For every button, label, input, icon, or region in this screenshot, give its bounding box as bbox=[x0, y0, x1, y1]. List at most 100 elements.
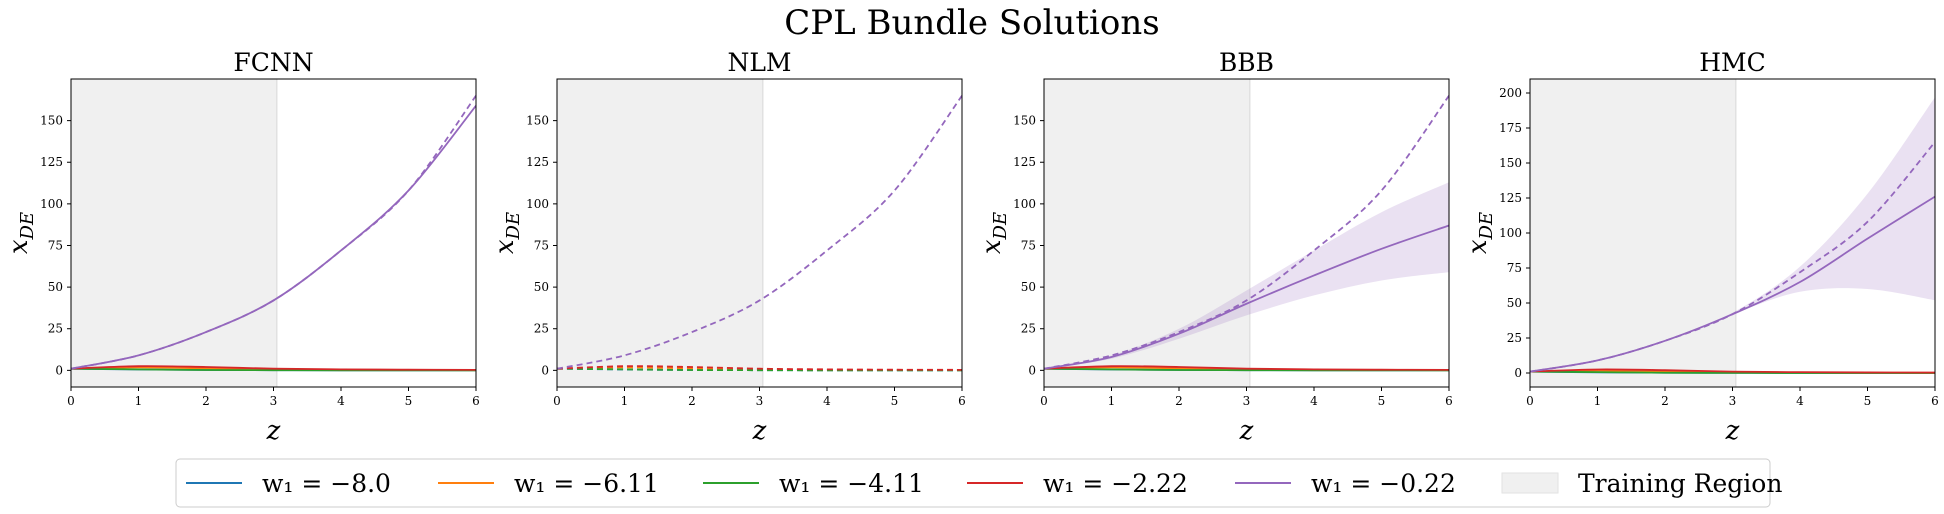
x-tick-label: 4 bbox=[1310, 394, 1318, 408]
x-tick-label: 6 bbox=[958, 394, 966, 408]
legend-item-w-2-22: w₁ = −2.22 bbox=[967, 469, 1188, 498]
y-tick-label: 75 bbox=[48, 238, 63, 252]
subplot-hmc: 0 1 2 3 4 5 6 0 25 50 75 100 125 150 175 200 HMC z xDE bbox=[1463, 48, 1939, 446]
series-line-w-0-22 bbox=[1044, 224, 1449, 370]
y-tick-label: 0 bbox=[55, 363, 63, 377]
x-axis-label: z bbox=[1725, 416, 1740, 446]
legend-label: w₁ = −4.11 bbox=[779, 469, 924, 498]
subplot-bbb: 0 1 2 3 4 5 6 0 25 50 75 100 125 150 BBB z xDE bbox=[977, 48, 1453, 446]
training-region bbox=[1530, 79, 1736, 387]
reference-line-w-0-22 bbox=[1044, 95, 1449, 370]
training-region bbox=[557, 79, 763, 387]
y-axis-label: xDE bbox=[490, 212, 524, 254]
y-axis-label: xDE bbox=[1463, 212, 1497, 254]
y-tick-label: 50 bbox=[48, 280, 63, 294]
x-axis-label: z bbox=[752, 416, 767, 446]
y-tick-label: 75 bbox=[534, 238, 549, 252]
y-tick-label: 25 bbox=[1507, 331, 1522, 345]
y-tick-label: 50 bbox=[1507, 296, 1522, 310]
y-tick-label: 125 bbox=[1013, 155, 1036, 169]
x-tick-label: 2 bbox=[1661, 394, 1669, 408]
y-tick-label: 125 bbox=[1499, 191, 1522, 205]
y-tick-label: 150 bbox=[1013, 114, 1036, 128]
panel-title: FCNN bbox=[233, 48, 313, 77]
y-axis-label-subscript: DE bbox=[503, 212, 524, 241]
legend-label: w₁ = −6.11 bbox=[514, 469, 659, 498]
training-region bbox=[71, 79, 277, 387]
legend: w₁ = −8.0 w₁ = −6.11 w₁ = −4.11 w₁ = −2.22 w… bbox=[175, 458, 1782, 508]
subplot-nlm: 0 1 2 3 4 5 6 0 25 50 75 100 125 150 NLM z xDE bbox=[490, 48, 966, 446]
panel-title: BBB bbox=[1219, 48, 1274, 77]
legend-item-w-0-22: w₁ = −0.22 bbox=[1235, 469, 1456, 498]
y-axis-label-subscript: DE bbox=[990, 212, 1011, 241]
x-tick-label: 1 bbox=[1108, 394, 1116, 408]
y-tick-label: 125 bbox=[526, 155, 549, 169]
x-tick-label: 4 bbox=[337, 394, 345, 408]
x-tick-label: 1 bbox=[135, 394, 143, 408]
y-axis-label-base: x bbox=[977, 239, 1007, 254]
x-tick-label: 2 bbox=[202, 394, 210, 408]
reference-line-w-4-11 bbox=[557, 367, 962, 372]
x-tick-label: 5 bbox=[1864, 394, 1872, 408]
y-tick-label: 0 bbox=[1514, 366, 1522, 380]
y-tick-label: 150 bbox=[526, 114, 549, 128]
legend-label: w₁ = −8.0 bbox=[262, 469, 391, 498]
x-tick-label: 6 bbox=[472, 394, 480, 408]
x-tick-label: 1 bbox=[621, 394, 629, 408]
legend-item-w-8-0: w₁ = −8.0 bbox=[186, 469, 391, 498]
legend-label: w₁ = −0.22 bbox=[1311, 469, 1456, 498]
y-tick-label: 125 bbox=[40, 155, 63, 169]
y-tick-label: 0 bbox=[541, 363, 549, 377]
reference-line-w-0-22 bbox=[71, 95, 476, 370]
plot-area-bbb bbox=[1044, 95, 1449, 372]
y-tick-label: 100 bbox=[526, 197, 549, 211]
x-tick-label: 2 bbox=[688, 394, 696, 408]
panel-title: HMC bbox=[1699, 48, 1766, 77]
y-tick-label: 50 bbox=[534, 280, 549, 294]
x-tick-label: 6 bbox=[1445, 394, 1453, 408]
legend-item-training-region: Training Region bbox=[1501, 469, 1782, 498]
y-axis-label-subscript: DE bbox=[17, 212, 38, 241]
x-tick-label: 1 bbox=[1594, 394, 1602, 408]
figure-title: CPL Bundle Solutions bbox=[784, 3, 1160, 43]
x-tick-label: 5 bbox=[891, 394, 899, 408]
y-tick-label: 150 bbox=[40, 114, 63, 128]
series-line-w-2-22 bbox=[1530, 368, 1935, 374]
x-tick-label: 3 bbox=[1243, 394, 1251, 408]
x-axis-label: z bbox=[1239, 416, 1254, 446]
y-tick-label: 200 bbox=[1499, 86, 1522, 100]
legend-swatch bbox=[1501, 472, 1559, 494]
x-tick-label: 3 bbox=[1729, 394, 1737, 408]
x-axis-label: z bbox=[266, 416, 281, 446]
x-tick-label: 0 bbox=[1526, 394, 1534, 408]
y-tick-label: 25 bbox=[1021, 322, 1036, 336]
x-tick-label: 3 bbox=[270, 394, 278, 408]
plot-area-nlm bbox=[557, 95, 962, 372]
x-tick-label: 4 bbox=[1796, 394, 1804, 408]
reference-line-w-2-22 bbox=[557, 365, 962, 371]
series-line-w-2-22 bbox=[71, 365, 476, 371]
y-axis-label-base: x bbox=[490, 239, 520, 254]
plot-area-fcnn bbox=[71, 95, 476, 372]
legend-label: w₁ = −2.22 bbox=[1043, 469, 1188, 498]
x-tick-label: 0 bbox=[553, 394, 561, 408]
y-tick-label: 75 bbox=[1507, 261, 1522, 275]
y-axis-label: xDE bbox=[977, 212, 1011, 254]
legend-item-w-4-11: w₁ = −4.11 bbox=[703, 469, 924, 498]
legend-label: Training Region bbox=[1578, 469, 1782, 498]
y-axis-label-base: x bbox=[4, 239, 34, 254]
plot-area-hmc bbox=[1530, 97, 1935, 374]
x-tick-label: 3 bbox=[756, 394, 764, 408]
x-tick-label: 5 bbox=[1378, 394, 1386, 408]
training-region bbox=[1044, 79, 1250, 387]
y-tick-label: 100 bbox=[40, 197, 63, 211]
reference-line-w-0-22 bbox=[557, 95, 962, 370]
x-tick-label: 6 bbox=[1931, 394, 1939, 408]
uncertainty-band-w-0-22 bbox=[1044, 182, 1449, 369]
y-tick-label: 75 bbox=[1021, 238, 1036, 252]
legend-item-w-6-11: w₁ = −6.11 bbox=[438, 469, 659, 498]
y-tick-label: 25 bbox=[534, 322, 549, 336]
y-tick-label: 175 bbox=[1499, 121, 1522, 135]
